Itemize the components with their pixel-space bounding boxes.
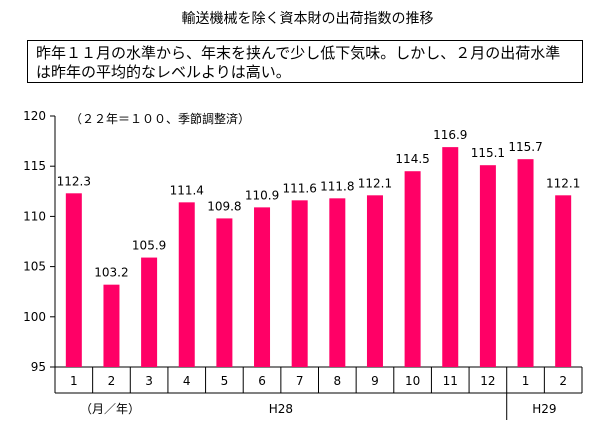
bar bbox=[65, 193, 82, 367]
x-tick-label: 7 bbox=[296, 374, 304, 388]
x-tick-label: 5 bbox=[221, 374, 229, 388]
year-group-label: H29 bbox=[532, 402, 556, 416]
x-tick-label: 8 bbox=[334, 374, 342, 388]
bar-value-label: 103.2 bbox=[94, 266, 128, 280]
bar bbox=[178, 202, 195, 367]
unit-note: （２２年＝１００、季節調整済） bbox=[70, 111, 250, 126]
bar-value-label: 111.4 bbox=[170, 183, 204, 197]
x-axis-label: （月／年） bbox=[80, 402, 140, 416]
chart-title: 輸送機械を除く資本財の出荷指数の推移 bbox=[181, 11, 434, 27]
bar-value-label: 116.9 bbox=[433, 128, 467, 142]
bar bbox=[216, 218, 233, 367]
x-tick-label: 10 bbox=[405, 374, 420, 388]
y-tick-label: 110 bbox=[23, 209, 46, 223]
bar bbox=[141, 257, 158, 367]
x-tick-label: 6 bbox=[258, 374, 266, 388]
x-tick-label: 12 bbox=[480, 374, 495, 388]
year-group-label: H28 bbox=[269, 402, 293, 416]
bar-value-label: 111.6 bbox=[282, 181, 316, 195]
commentary-box: 昨年１１月の水準から、年末を挟んで少し低下気味。しかし、２月の出荷水準は昨年の平… bbox=[27, 40, 583, 83]
x-tick-label: 4 bbox=[183, 374, 191, 388]
x-tick-label: 1 bbox=[522, 374, 530, 388]
bar-value-label: 115.7 bbox=[508, 140, 542, 154]
bar bbox=[442, 147, 459, 367]
bar bbox=[103, 284, 120, 367]
bar-value-label: 109.8 bbox=[207, 199, 241, 213]
y-tick-label: 115 bbox=[23, 159, 46, 173]
bar-value-label: 114.5 bbox=[395, 152, 429, 166]
x-tick-label: 2 bbox=[108, 374, 116, 388]
y-tick-label: 95 bbox=[31, 360, 46, 374]
x-tick-label: 3 bbox=[145, 374, 153, 388]
bar bbox=[555, 195, 572, 367]
bar bbox=[517, 159, 534, 367]
bar-value-label: 112.1 bbox=[358, 176, 392, 190]
x-tick-label: 11 bbox=[443, 374, 458, 388]
bar bbox=[479, 165, 496, 367]
bar bbox=[404, 171, 421, 367]
bar bbox=[291, 200, 308, 367]
x-tick-label: 2 bbox=[559, 374, 567, 388]
y-tick-label: 105 bbox=[23, 260, 46, 274]
bar bbox=[329, 198, 346, 367]
y-tick-label: 120 bbox=[23, 109, 46, 123]
x-tick-label: 9 bbox=[371, 374, 379, 388]
bar-value-label: 105.9 bbox=[132, 239, 166, 253]
bar-value-label: 110.9 bbox=[245, 188, 279, 202]
bar-value-label: 112.1 bbox=[546, 176, 580, 190]
bar bbox=[366, 195, 383, 367]
bar-value-label: 112.3 bbox=[57, 174, 91, 188]
bar-value-label: 111.8 bbox=[320, 179, 354, 193]
bar bbox=[254, 207, 271, 367]
x-tick-label: 1 bbox=[70, 374, 78, 388]
y-tick-label: 100 bbox=[23, 310, 46, 324]
bar-value-label: 115.1 bbox=[471, 146, 505, 160]
